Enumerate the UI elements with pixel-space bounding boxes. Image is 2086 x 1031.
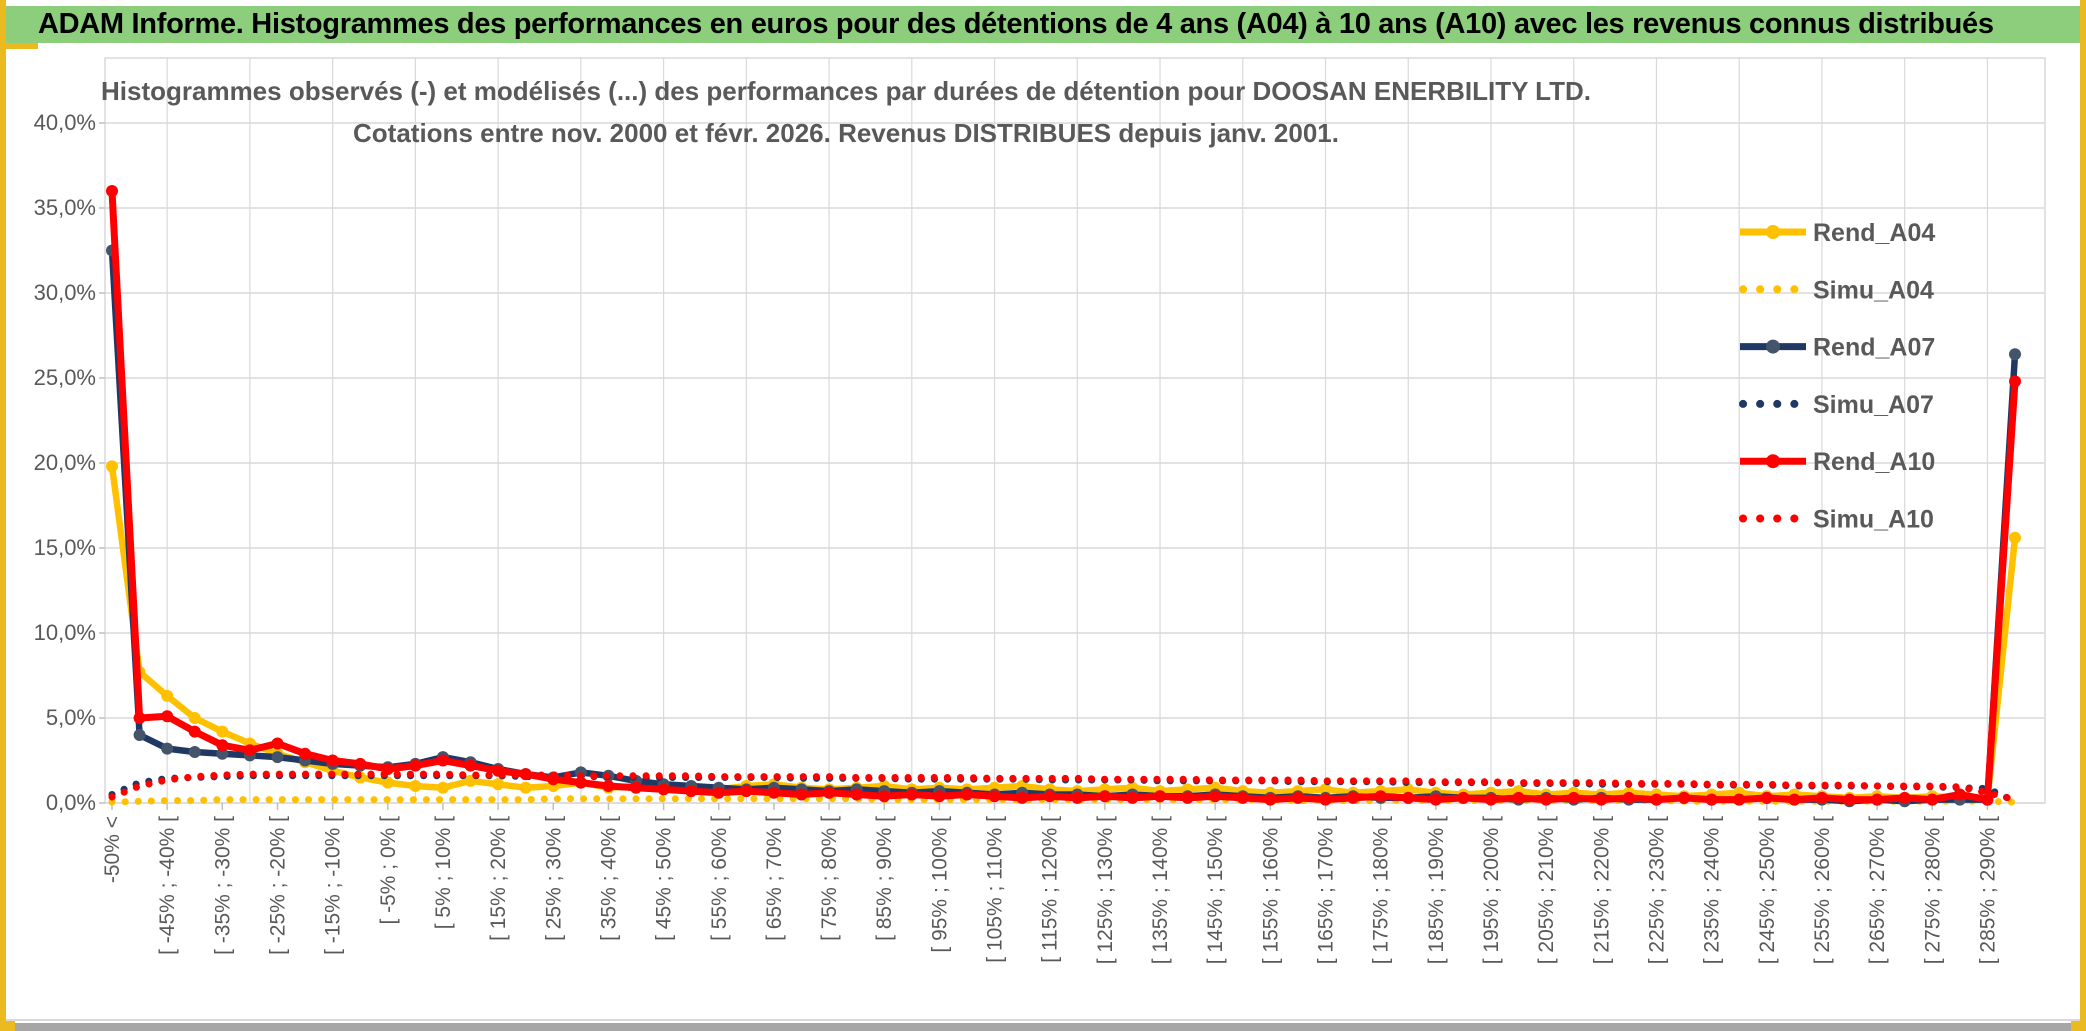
legend-item-Simu_A04[interactable]: Simu_A04 xyxy=(1739,276,1934,304)
x-tick-label: [ 195% ; 200% [ xyxy=(1480,816,1503,964)
x-tick-label: [ 205% ; 210% [ xyxy=(1535,816,1558,964)
legend-marker-Rend_A04 xyxy=(1766,225,1780,239)
y-tick-label: 40,0% xyxy=(34,110,96,135)
x-tick-label: [ -35% ; -30% [ xyxy=(211,816,234,955)
x-tick-label: [ 165% ; 170% [ xyxy=(1315,816,1338,964)
x-tick-label: [ 175% ; 180% [ xyxy=(1370,816,1393,964)
x-tick-label: [ 5% ; 10% [ xyxy=(432,816,455,929)
y-tick-label: 15,0% xyxy=(34,535,96,560)
x-tick-label: [ 285% ; 290% [ xyxy=(1976,816,1999,964)
y-tick-label: 0,0% xyxy=(46,790,96,815)
bottom-divider xyxy=(6,1019,2080,1021)
legend-label: Simu_A10 xyxy=(1813,506,1934,534)
legend-label: Rend_A07 xyxy=(1813,334,1935,362)
x-tick-label: [ 115% ; 120% [ xyxy=(1039,816,1062,963)
legend-label: Simu_A07 xyxy=(1813,391,1934,419)
x-tick-label: [ 75% ; 80% [ xyxy=(818,816,841,941)
y-tick-label: 5,0% xyxy=(46,705,96,730)
x-tick-label: [ 45% ; 50% [ xyxy=(653,816,676,941)
y-axis-labels: 40,0% 35,0% 30,0% 25,0% 20,0% 15,0% 10,0% 5,0% 0… xyxy=(34,110,96,815)
x-tick-label: [ 155% ; 160% [ xyxy=(1259,816,1282,964)
header-title: ADAM Informe. Histogrammes des performan… xyxy=(38,8,1994,40)
series-line-Rend_A10 xyxy=(108,190,2019,804)
x-tick-label: [ 185% ; 190% [ xyxy=(1425,816,1448,964)
x-tick-label: [ 35% ; 40% [ xyxy=(597,816,620,941)
chart-title-line1: Histogrammes observés (-) et modélisés (… xyxy=(101,76,1591,106)
window-left-border xyxy=(0,0,6,1031)
x-tick-label: [ 145% ; 150% [ xyxy=(1204,816,1227,964)
x-tick-label: [ 105% ; 110% [ xyxy=(984,816,1007,963)
bottom-scrollbar[interactable] xyxy=(6,1023,2080,1031)
x-tick-label: [ 85% ; 90% [ xyxy=(873,816,896,941)
legend-marker-Rend_A10 xyxy=(1766,454,1780,469)
y-tick-label: 20,0% xyxy=(34,450,96,475)
y-tick-label: 10,0% xyxy=(34,620,96,645)
legend-label: Rend_A10 xyxy=(1813,448,1935,476)
series-markers-Rend_A07 xyxy=(106,244,2021,808)
y-tick-label: 30,0% xyxy=(34,280,96,305)
x-tick-label: [ 95% ; 100% [ xyxy=(928,816,951,953)
x-tick-label: [ 225% ; 230% [ xyxy=(1645,816,1668,964)
x-tick-label: [ 275% ; 280% [ xyxy=(1921,816,1944,964)
y-tick-label: 25,0% xyxy=(34,365,96,390)
x-tick-label: [ 55% ; 60% [ xyxy=(708,816,731,941)
x-tick-label: [ -5% ; 0% [ xyxy=(377,816,400,925)
x-tick-label: [ -25% ; -20% [ xyxy=(266,816,289,955)
bottom-right-gold-corner xyxy=(2071,1021,2086,1031)
series-markers-Rend_A10 xyxy=(106,185,2021,806)
x-tick-label: [ -45% ; -40% [ xyxy=(156,816,179,955)
x-tick-label: [ 255% ; 260% [ xyxy=(1811,816,1834,964)
x-tick-label: [ 265% ; 270% [ xyxy=(1866,816,1889,964)
chart-title-line2: Cotations entre nov. 2000 et févr. 2026.… xyxy=(353,118,1339,148)
legend-item-Rend_A10[interactable]: Rend_A10 xyxy=(1740,448,1935,476)
x-tick-label: [ 65% ; 70% [ xyxy=(763,816,786,941)
series-line-Simu_A10 xyxy=(108,770,2019,804)
x-tick-label: [ 15% ; 20% [ xyxy=(487,816,510,941)
legend-item-Simu_A10[interactable]: Simu_A10 xyxy=(1739,506,1934,534)
header-gold-underline xyxy=(6,43,38,49)
x-tick-label: [ 125% ; 130% [ xyxy=(1094,816,1117,964)
chart-series xyxy=(106,185,2021,808)
legend-item-Simu_A07[interactable]: Simu_A07 xyxy=(1739,391,1934,419)
x-tick-label: [ 135% ; 140% [ xyxy=(1149,816,1172,964)
x-tick-label: [ 235% ; 240% [ xyxy=(1701,816,1724,964)
x-tick-label: [ 245% ; 250% [ xyxy=(1756,816,1779,964)
legend-item-Rend_A07[interactable]: Rend_A07 xyxy=(1740,334,1935,362)
chart-legend: Rend_A04 Simu_A04 Rend_A07 Simu_A07 Rend_A10… xyxy=(1739,219,1935,534)
legend-label: Simu_A04 xyxy=(1813,276,1934,304)
plot-border xyxy=(104,57,2046,804)
chart-gridlines xyxy=(99,57,2046,810)
legend-label: Rend_A04 xyxy=(1813,219,1935,247)
window-right-border xyxy=(2080,0,2086,1031)
x-tick-label: [ 25% ; 30% [ xyxy=(542,816,565,941)
x-tick-label: [ 215% ; 220% [ xyxy=(1590,816,1613,964)
x-tick-label: [ -15% ; -10% [ xyxy=(322,816,345,955)
header-bar: ADAM Informe. Histogrammes des performan… xyxy=(6,6,2080,43)
legend-item-Rend_A04[interactable]: Rend_A04 xyxy=(1740,219,1935,247)
x-tick-label: -50% < xyxy=(101,816,124,883)
y-tick-label: 35,0% xyxy=(34,195,96,220)
legend-marker-Rend_A07 xyxy=(1766,339,1780,354)
x-axis-labels: -50% < [ -45% ; -40% [ [ -35% ; -30% [ [ -2… xyxy=(101,816,1999,964)
bottom-left-gold-corner xyxy=(0,1021,15,1031)
